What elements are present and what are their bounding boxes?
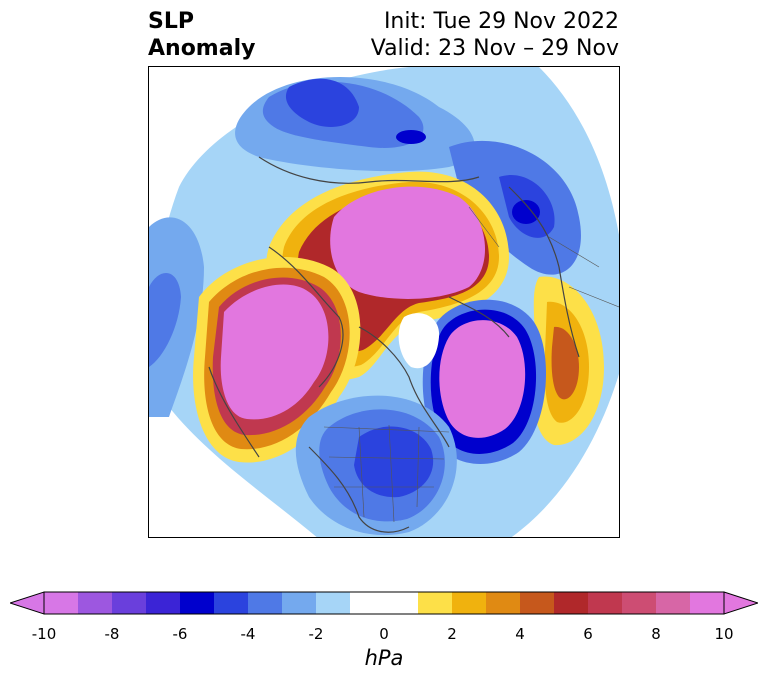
colorbar-segment [520, 592, 555, 614]
colorbar-tick-label: -4 [240, 625, 256, 643]
siberia-low-core [285, 78, 359, 127]
colorbar-segment [214, 592, 249, 614]
valid-label: Valid: 23 Nov – 29 Nov [370, 36, 619, 61]
colorbar-extend-max [723, 591, 758, 615]
colorbar-segment [656, 592, 691, 614]
colorbar-tick-label: -8 [104, 625, 120, 643]
borders [323, 206, 619, 523]
colorbar-segment [282, 592, 317, 614]
colorbar-segment [486, 592, 521, 614]
init-label: Init: Tue 29 Nov 2022 [383, 9, 619, 34]
plot-title-right: Init: Tue 29 Nov 2022 Valid: 23 Nov – 29… [371, 8, 619, 62]
colorbar-tick-label: -6 [172, 625, 188, 643]
coastlines [208, 156, 580, 533]
colorbar-segment [112, 592, 147, 614]
colorbar-segment [44, 592, 79, 614]
colorbar-tick-label: 10 [714, 625, 734, 643]
atlantic-low-core [439, 320, 526, 438]
colorbar-segment [248, 592, 283, 614]
colorbar-segment [78, 592, 113, 614]
colorbar-tick-label: 6 [583, 625, 593, 643]
colorbar-segment [452, 592, 487, 614]
colorbar-tick-label: 4 [515, 625, 525, 643]
slp-anomaly-map [149, 67, 619, 537]
europe-high-core [551, 326, 579, 400]
colorbar-unit: hPa [364, 646, 404, 670]
colorbar-tick-label: -10 [31, 625, 57, 643]
arctic-high-core [330, 186, 486, 299]
plot-title-left: SLP Anomaly [148, 8, 255, 62]
colorbar-segment [384, 592, 419, 614]
colorbar-outline [43, 591, 725, 615]
pacific-high-core [220, 284, 329, 420]
colorbar-segment [690, 592, 725, 614]
northeast-low-eye [512, 200, 540, 224]
colorbar-segment [180, 592, 215, 614]
colorbar [10, 591, 758, 615]
colorbar-tick-label: 8 [651, 625, 661, 643]
field-label: Anomaly [148, 36, 256, 61]
colorbar-segment [418, 592, 453, 614]
namerica-low-core [354, 426, 434, 498]
colorbar-segment [622, 592, 657, 614]
colorbar-segment [146, 592, 181, 614]
colorbar-segment [588, 592, 623, 614]
colorbar-tick-label: 2 [447, 625, 457, 643]
pole-neutral-zone [398, 313, 440, 369]
colorbar-segment [350, 592, 385, 614]
colorbar-segment [316, 592, 351, 614]
colorbar-tick-label: 0 [379, 625, 389, 643]
colorbar-segment [554, 592, 589, 614]
siberia-low-eye [396, 130, 426, 144]
map-panel [148, 66, 620, 538]
colorbar-tick-label: -2 [308, 625, 324, 643]
variable-label: SLP [148, 9, 194, 34]
colorbar-extend-min [10, 591, 45, 615]
colorbar-segments [44, 592, 725, 614]
west-negative-core [149, 273, 181, 367]
